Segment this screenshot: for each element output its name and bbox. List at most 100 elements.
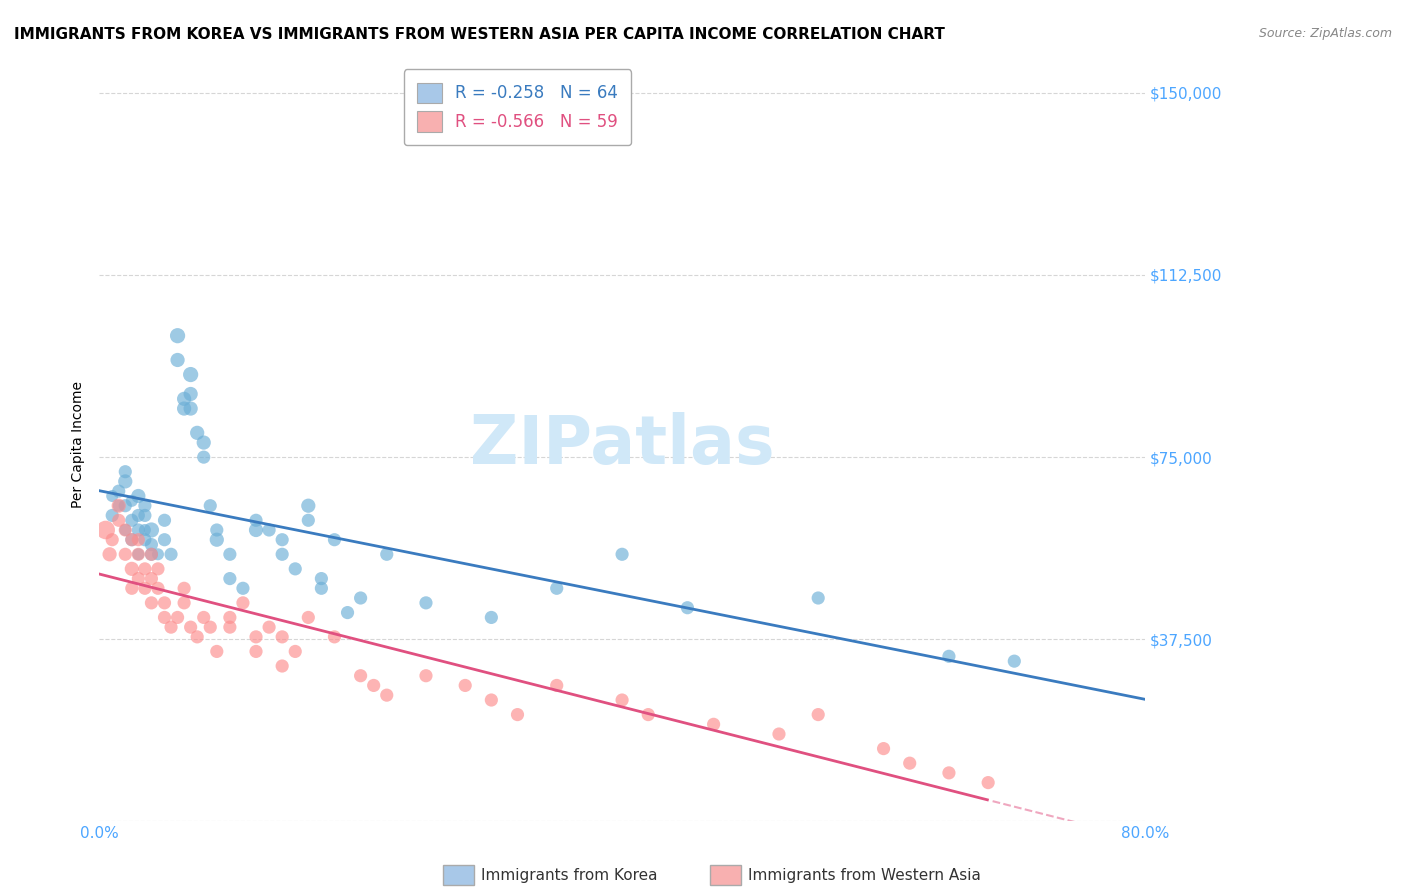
Point [121, 493, 143, 508]
Point [114, 523, 136, 537]
Point [141, 547, 163, 561]
Point [479, 610, 502, 624]
Point [101, 508, 124, 523]
Point [146, 547, 169, 561]
Point [323, 533, 346, 547]
Point [146, 582, 169, 596]
Point [363, 678, 385, 692]
Point [245, 513, 267, 527]
Point [121, 533, 143, 547]
Point [271, 533, 294, 547]
Point [114, 465, 136, 479]
Point [872, 741, 894, 756]
Point [375, 547, 398, 561]
Point [141, 596, 163, 610]
Point [454, 678, 477, 692]
Point [121, 562, 143, 576]
Point [180, 401, 202, 416]
Point [127, 547, 149, 561]
Point [245, 523, 267, 537]
Point [153, 610, 176, 624]
Point [349, 591, 371, 605]
Point [977, 775, 1000, 789]
Point [127, 523, 149, 537]
Point [121, 582, 143, 596]
Point [415, 596, 437, 610]
Point [121, 533, 143, 547]
Point [134, 523, 156, 537]
Point [271, 659, 294, 673]
Point [205, 523, 228, 537]
Point [127, 533, 149, 547]
Point [218, 547, 240, 561]
Point [205, 644, 228, 658]
Point [297, 513, 319, 527]
Point [336, 606, 359, 620]
Point [546, 678, 568, 692]
Point [200, 499, 222, 513]
Point [193, 450, 215, 464]
Point [506, 707, 529, 722]
Point [186, 425, 208, 440]
Point [114, 547, 136, 561]
Point [938, 649, 960, 664]
Text: ZIPatlas: ZIPatlas [470, 412, 775, 478]
Point [134, 562, 156, 576]
Point [134, 508, 156, 523]
Point [938, 765, 960, 780]
Point [807, 591, 830, 605]
Point [173, 582, 195, 596]
Point [232, 596, 254, 610]
Point [193, 435, 215, 450]
Point [232, 582, 254, 596]
Point [114, 475, 136, 489]
Point [127, 508, 149, 523]
Point [257, 523, 280, 537]
Point [166, 328, 188, 343]
Point [166, 353, 188, 368]
Point [180, 387, 202, 401]
Point [153, 533, 176, 547]
Point [180, 620, 202, 634]
Point [245, 644, 267, 658]
Point [311, 572, 333, 586]
Point [807, 707, 830, 722]
Point [546, 582, 568, 596]
Point [101, 489, 124, 503]
Point [218, 572, 240, 586]
Point [166, 610, 188, 624]
Point [610, 547, 633, 561]
Point [271, 547, 294, 561]
Point [349, 669, 371, 683]
Point [415, 669, 437, 683]
Point [134, 582, 156, 596]
Point [107, 484, 129, 499]
Point [768, 727, 790, 741]
Point [257, 620, 280, 634]
Text: Source: ZipAtlas.com: Source: ZipAtlas.com [1258, 27, 1392, 40]
Point [160, 620, 183, 634]
Point [127, 489, 149, 503]
Y-axis label: Per Capita Income: Per Capita Income [72, 382, 86, 508]
Point [107, 513, 129, 527]
Point [173, 392, 195, 406]
Point [1002, 654, 1025, 668]
Point [218, 610, 240, 624]
Point [98, 547, 121, 561]
Point [173, 401, 195, 416]
Point [101, 533, 124, 547]
Point [676, 600, 699, 615]
Point [193, 610, 215, 624]
Point [284, 562, 307, 576]
Point [375, 688, 398, 702]
Point [127, 572, 149, 586]
Point [146, 562, 169, 576]
Point [121, 513, 143, 527]
Point [141, 538, 163, 552]
Point [134, 499, 156, 513]
Point [205, 533, 228, 547]
Point [479, 693, 502, 707]
Point [107, 499, 129, 513]
Text: Immigrants from Western Asia: Immigrants from Western Asia [748, 868, 981, 882]
Point [637, 707, 659, 722]
